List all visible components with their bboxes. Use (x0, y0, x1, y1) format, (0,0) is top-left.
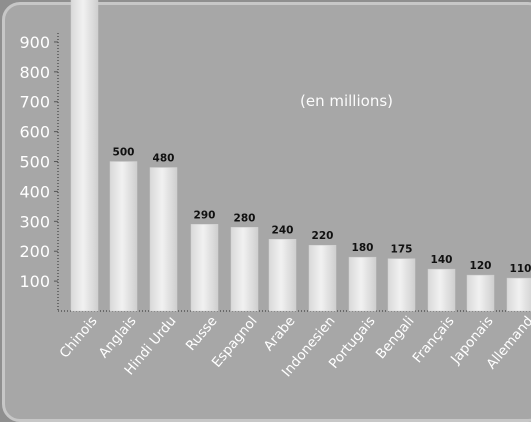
x-tick-label: Russe (183, 313, 221, 354)
value-label: 140 (431, 254, 453, 266)
y-tick-label: 900 (19, 33, 50, 52)
value-label: 290 (194, 209, 216, 221)
bar-hindi-urdu (149, 167, 178, 312)
value-label: 220 (312, 230, 334, 242)
bar-fran-ais (427, 268, 456, 312)
y-tick-label: 200 (19, 242, 50, 261)
x-tick-label: Chinois (57, 313, 101, 361)
bars (70, 0, 531, 312)
bar-indonesien (308, 244, 337, 312)
bar-chinois (70, 0, 99, 312)
bar-chart: 1100500480290280240220180175140120110 Ch… (19, 0, 531, 380)
y-axis-labels: 100 200 300 400 500 600 700 800 900 (19, 33, 50, 291)
y-tick-label: 600 (19, 123, 50, 142)
y-tick-label: 800 (19, 63, 50, 82)
bar-japonais (466, 274, 495, 312)
value-label: 240 (272, 224, 294, 236)
x-tick-label: Arabe (261, 313, 299, 354)
bar-russe (190, 224, 219, 312)
value-labels: 1100500480290280240220180175140120110 (113, 147, 531, 276)
bar-espagnol (230, 227, 259, 312)
bar-allemand (506, 277, 531, 312)
value-label: 110 (510, 263, 531, 275)
value-label: 280 (234, 212, 256, 224)
value-label: 480 (153, 153, 175, 165)
y-tick-label: 100 (19, 272, 50, 291)
bar-portugais (348, 256, 377, 312)
value-label: 180 (352, 242, 374, 254)
value-label: 500 (113, 147, 135, 159)
y-tick-label: 400 (19, 182, 50, 201)
y-tick-label: 300 (19, 212, 50, 231)
value-label: 175 (391, 244, 413, 256)
y-tick-label: 500 (19, 153, 50, 172)
bar-arabe (268, 239, 297, 312)
bar-anglais (109, 161, 138, 312)
y-tick-label: 700 (19, 93, 50, 112)
bar-bengali (387, 258, 416, 312)
value-label: 120 (470, 260, 492, 272)
units-annotation: (en millions) (300, 92, 393, 110)
